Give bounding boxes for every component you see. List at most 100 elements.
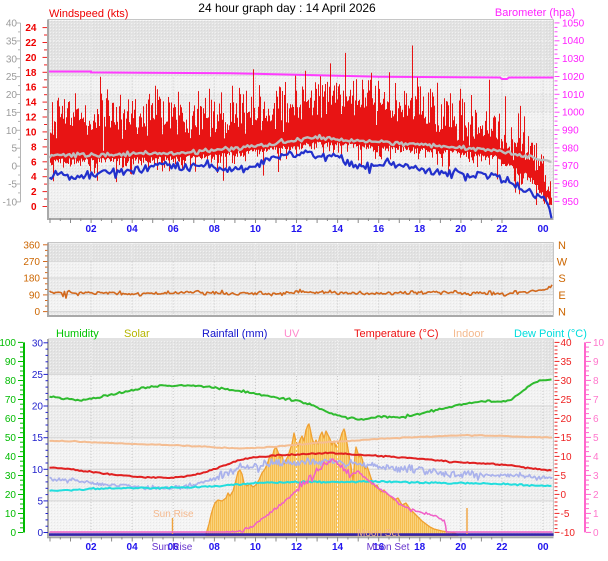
svg-text:15: 15 xyxy=(32,433,44,444)
svg-text:Humidity: Humidity xyxy=(56,328,99,340)
svg-text:40: 40 xyxy=(6,19,18,30)
svg-text:00: 00 xyxy=(537,224,549,235)
svg-text:22: 22 xyxy=(25,38,37,49)
svg-text:50: 50 xyxy=(5,433,17,444)
svg-text:5: 5 xyxy=(593,433,599,444)
svg-text:N: N xyxy=(558,307,566,319)
svg-text:18: 18 xyxy=(414,224,426,235)
svg-text:90: 90 xyxy=(5,357,17,368)
svg-text:24 hour graph day : 14 April 2: 24 hour graph day : 14 April 2026 xyxy=(198,1,376,15)
svg-text:360: 360 xyxy=(23,240,40,251)
svg-text:10: 10 xyxy=(32,465,44,476)
svg-text:970: 970 xyxy=(562,161,579,172)
svg-text:UV: UV xyxy=(284,328,300,340)
svg-text:W: W xyxy=(557,257,568,269)
svg-text:-5: -5 xyxy=(561,509,570,520)
svg-text:Windspeed (kts): Windspeed (kts) xyxy=(49,8,128,20)
svg-text:25: 25 xyxy=(561,395,573,406)
svg-text:16: 16 xyxy=(373,224,385,235)
svg-text:12: 12 xyxy=(291,224,303,235)
svg-text:20: 20 xyxy=(25,53,37,64)
svg-text:60: 60 xyxy=(5,414,17,425)
svg-text:1040: 1040 xyxy=(562,36,585,47)
svg-text:22: 22 xyxy=(496,542,508,553)
svg-text:5: 5 xyxy=(561,471,567,482)
svg-text:10: 10 xyxy=(593,338,605,349)
svg-text:Moon Set: Moon Set xyxy=(357,528,400,539)
svg-text:0: 0 xyxy=(34,307,40,318)
svg-text:20: 20 xyxy=(5,490,17,501)
svg-text:04: 04 xyxy=(127,224,139,235)
svg-text:14: 14 xyxy=(25,98,37,109)
svg-text:25: 25 xyxy=(6,72,18,83)
svg-text:12: 12 xyxy=(25,113,37,124)
svg-text:24: 24 xyxy=(25,23,37,34)
svg-text:30: 30 xyxy=(5,471,17,482)
svg-text:1030: 1030 xyxy=(562,54,585,65)
svg-text:30: 30 xyxy=(6,54,18,65)
svg-text:10: 10 xyxy=(561,452,573,463)
svg-text:Rainfall (mm): Rainfall (mm) xyxy=(202,328,267,340)
svg-text:80: 80 xyxy=(5,376,17,387)
svg-text:0: 0 xyxy=(561,490,567,501)
svg-text:1000: 1000 xyxy=(562,108,585,119)
svg-text:S: S xyxy=(558,273,565,285)
svg-text:70: 70 xyxy=(5,395,17,406)
svg-text:0: 0 xyxy=(10,528,16,539)
svg-text:10: 10 xyxy=(25,127,37,138)
svg-text:270: 270 xyxy=(23,257,40,268)
svg-text:40: 40 xyxy=(561,338,573,349)
svg-text:30: 30 xyxy=(561,376,573,387)
svg-text:0: 0 xyxy=(593,528,599,539)
svg-text:02: 02 xyxy=(85,542,97,553)
svg-text:Indoor: Indoor xyxy=(453,328,485,340)
svg-text:40: 40 xyxy=(5,452,17,463)
svg-text:30: 30 xyxy=(32,338,44,349)
svg-text:0: 0 xyxy=(37,528,43,539)
svg-text:1020: 1020 xyxy=(562,72,585,83)
svg-text:06: 06 xyxy=(168,542,180,553)
svg-text:08: 08 xyxy=(209,224,221,235)
svg-text:1050: 1050 xyxy=(562,18,585,29)
svg-text:9: 9 xyxy=(593,357,599,368)
svg-text:25: 25 xyxy=(32,370,44,381)
svg-text:E: E xyxy=(558,290,565,302)
svg-text:20: 20 xyxy=(32,402,44,413)
svg-text:Dew Point (°C): Dew Point (°C) xyxy=(514,328,587,340)
svg-text:10: 10 xyxy=(250,224,262,235)
svg-text:35: 35 xyxy=(6,36,18,47)
svg-text:14: 14 xyxy=(332,224,344,235)
svg-text:Sun Rise: Sun Rise xyxy=(152,542,193,553)
svg-text:20: 20 xyxy=(455,542,467,553)
svg-text:00: 00 xyxy=(537,542,549,553)
svg-text:990: 990 xyxy=(562,126,579,137)
svg-text:5: 5 xyxy=(11,144,17,155)
svg-text:-10: -10 xyxy=(3,197,18,208)
svg-text:6: 6 xyxy=(593,414,599,425)
svg-text:20: 20 xyxy=(561,414,573,425)
svg-text:1010: 1010 xyxy=(562,90,585,101)
svg-text:4: 4 xyxy=(31,172,37,183)
svg-text:0: 0 xyxy=(11,162,17,173)
svg-text:20: 20 xyxy=(455,224,467,235)
svg-text:16: 16 xyxy=(25,83,37,94)
svg-text:950: 950 xyxy=(562,197,579,208)
svg-text:15: 15 xyxy=(6,108,18,119)
svg-text:2: 2 xyxy=(31,187,37,198)
svg-text:Moon Set: Moon Set xyxy=(367,542,410,553)
svg-text:7: 7 xyxy=(593,395,599,406)
svg-text:14: 14 xyxy=(332,542,344,553)
svg-text:10: 10 xyxy=(5,509,17,520)
svg-text:08: 08 xyxy=(209,542,221,553)
svg-text:0: 0 xyxy=(31,202,37,213)
svg-text:980: 980 xyxy=(562,143,579,154)
svg-text:16: 16 xyxy=(373,542,385,553)
svg-text:04: 04 xyxy=(127,542,139,553)
svg-text:22: 22 xyxy=(496,224,508,235)
svg-text:2: 2 xyxy=(593,490,599,501)
svg-text:Barometer (hpa): Barometer (hpa) xyxy=(495,7,575,19)
svg-text:3: 3 xyxy=(593,471,599,482)
svg-text:06: 06 xyxy=(168,224,180,235)
svg-text:90: 90 xyxy=(29,290,41,301)
svg-text:18: 18 xyxy=(414,542,426,553)
